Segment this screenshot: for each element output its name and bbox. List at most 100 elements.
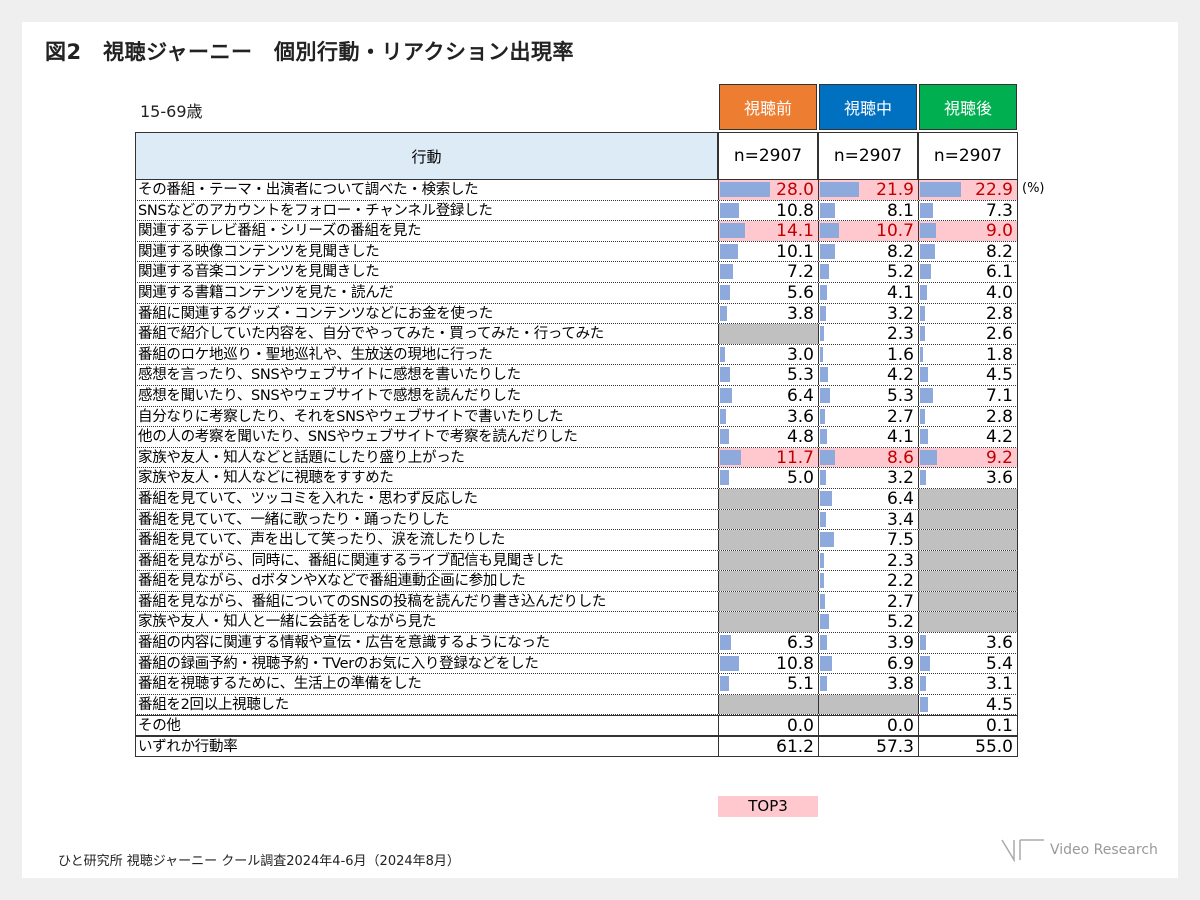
- table-row: いずれか行動率 61.2 57.3 55.0: [135, 736, 1018, 757]
- value-cell: 3.6: [918, 468, 1018, 488]
- data-bar: [820, 284, 828, 300]
- data-bar: [720, 655, 740, 671]
- row-label: 関連する音楽コンテンツを見聞きした: [135, 262, 718, 282]
- value-cell: 4.5: [918, 365, 1018, 385]
- value-label: 5.0: [786, 468, 814, 489]
- value-label: 14.1: [776, 221, 814, 242]
- data-bar: [920, 676, 926, 692]
- data-bar: [720, 367, 730, 383]
- value-cell: [918, 612, 1018, 633]
- value-label: 3.8: [886, 674, 914, 695]
- table-row: 関連する映像コンテンツを見聞きした 10.1 8.2 8.2: [135, 241, 1018, 263]
- value-label: 10.1: [776, 241, 814, 262]
- data-bar: [720, 408, 727, 424]
- data-bar: [820, 593, 825, 609]
- value-label: 9.0: [985, 221, 1013, 242]
- value-cell: 10.8: [718, 653, 818, 674]
- value-label: 10.7: [876, 221, 914, 242]
- data-bar: [920, 182, 962, 197]
- value-label: 10.8: [776, 653, 814, 674]
- value-label: 7.5: [886, 530, 914, 551]
- value-cell: [718, 530, 818, 550]
- value-cell: 4.1: [818, 427, 918, 447]
- data-bar: [820, 408, 825, 424]
- col-header-during: 視聴中: [819, 84, 917, 130]
- table-row: 感想を聞いたり、SNSやウェブサイトで感想を読んだりした 6.4 5.3 7.1: [135, 385, 1018, 407]
- row-label: 番組に関連するグッズ・コンテンツなどにお金を使った: [135, 303, 718, 324]
- value-label: 11.7: [776, 447, 814, 468]
- value-cell: [918, 530, 1018, 550]
- value-label: 5.4: [985, 653, 1013, 674]
- value-cell: 6.4: [818, 488, 918, 509]
- value-cell: 6.9: [818, 653, 918, 674]
- row-label: 番組を見ていて、声を出して笑ったり、涙を流したりした: [135, 530, 718, 550]
- data-bar: [920, 223, 937, 239]
- data-bar: [820, 635, 828, 651]
- data-bar: [820, 367, 828, 383]
- data-bar: [720, 449, 742, 465]
- value-label: 6.1: [985, 262, 1013, 283]
- value-label: 2.7: [886, 591, 914, 612]
- logo: Video Research: [1000, 838, 1158, 862]
- data-bar: [720, 346, 726, 362]
- value-label: 61.2: [776, 737, 814, 758]
- value-label: 3.1: [985, 674, 1013, 695]
- value-label: 3.6: [786, 406, 814, 427]
- data-bar: [720, 202, 740, 218]
- table-row: 関連するテレビ番組・シリーズの番組を見た 14.1 10.7 9.0: [135, 221, 1018, 242]
- value-cell: 7.1: [918, 385, 1018, 406]
- data-bar: [820, 429, 828, 445]
- value-cell: 9.2: [918, 447, 1018, 468]
- logo-icon: [1001, 839, 1044, 862]
- table-row: 番組の内容に関連する情報や宣伝・広告を意識するようになった 6.3 3.9 3.6: [135, 633, 1018, 654]
- data-bar: [720, 264, 733, 280]
- row-label: SNSなどのアカウントをフォロー・チャンネル登録した: [135, 200, 718, 221]
- value-label: 4.5: [985, 365, 1013, 386]
- data-bar: [920, 429, 928, 445]
- table-row: 関連する書籍コンテンツを見た・読んだ 5.6 4.1 4.0: [135, 282, 1018, 304]
- value-cell: 10.1: [718, 241, 818, 262]
- data-bar: [920, 243, 935, 259]
- value-label: 2.2: [886, 571, 914, 592]
- value-cell: [918, 488, 1018, 509]
- value-label: 5.1: [786, 674, 814, 695]
- data-bar: [820, 346, 823, 362]
- value-cell: 2.7: [818, 591, 918, 612]
- value-cell: 3.1: [918, 674, 1018, 694]
- data-bar: [820, 676, 827, 692]
- data-bar: [920, 408, 926, 424]
- row-label: 番組の録画予約・視聴予約・TVerのお気に入り登録などをした: [135, 653, 718, 674]
- table-row: 番組を見ていて、ツッコミを入れた・思わず反応した 6.4: [135, 488, 1018, 510]
- value-label: 4.8: [786, 427, 814, 448]
- table-row: 家族や友人・知人などに視聴をすすめた 5.0 3.2 3.6: [135, 468, 1018, 489]
- value-label: 7.3: [985, 200, 1013, 221]
- value-cell: 2.3: [818, 550, 918, 571]
- value-cell: [718, 612, 818, 633]
- value-cell: [718, 591, 818, 612]
- data-bar: [720, 305, 727, 321]
- row-label: 他の人の考察を聞いたり、SNSやウェブサイトで考察を読んだりした: [135, 427, 718, 447]
- value-cell: 4.2: [818, 365, 918, 385]
- data-bar: [720, 635, 732, 651]
- table-row: 番組で紹介していた内容を、自分でやってみた・買ってみた・行ってみた 2.3 2.6: [135, 324, 1018, 345]
- data-bar: [920, 326, 925, 342]
- table-row: 番組を見ながら、同時に、番組に関連するライブ配信も見聞きした 2.3: [135, 550, 1018, 572]
- data-bar: [820, 387, 830, 403]
- row-label: 感想を聞いたり、SNSやウェブサイトで感想を読んだりした: [135, 385, 718, 406]
- value-cell: [918, 550, 1018, 571]
- data-bar: [820, 511, 827, 527]
- value-cell: 5.3: [718, 365, 818, 385]
- value-cell: 8.6: [818, 447, 918, 468]
- value-cell: 1.6: [818, 344, 918, 365]
- value-cell: 7.5: [818, 530, 918, 550]
- data-bar: [920, 387, 933, 403]
- value-label: 7.2: [786, 262, 814, 283]
- data-bar: [820, 326, 825, 342]
- value-label: 3.6: [985, 633, 1013, 654]
- value-cell: 4.1: [818, 282, 918, 303]
- value-label: 3.6: [985, 468, 1013, 489]
- value-cell: 3.0: [718, 344, 818, 365]
- row-label: 番組を見ながら、番組についてのSNSの投稿を読んだり書き込んだりした: [135, 591, 718, 612]
- data-bar: [920, 635, 927, 651]
- data-bar: [720, 182, 771, 197]
